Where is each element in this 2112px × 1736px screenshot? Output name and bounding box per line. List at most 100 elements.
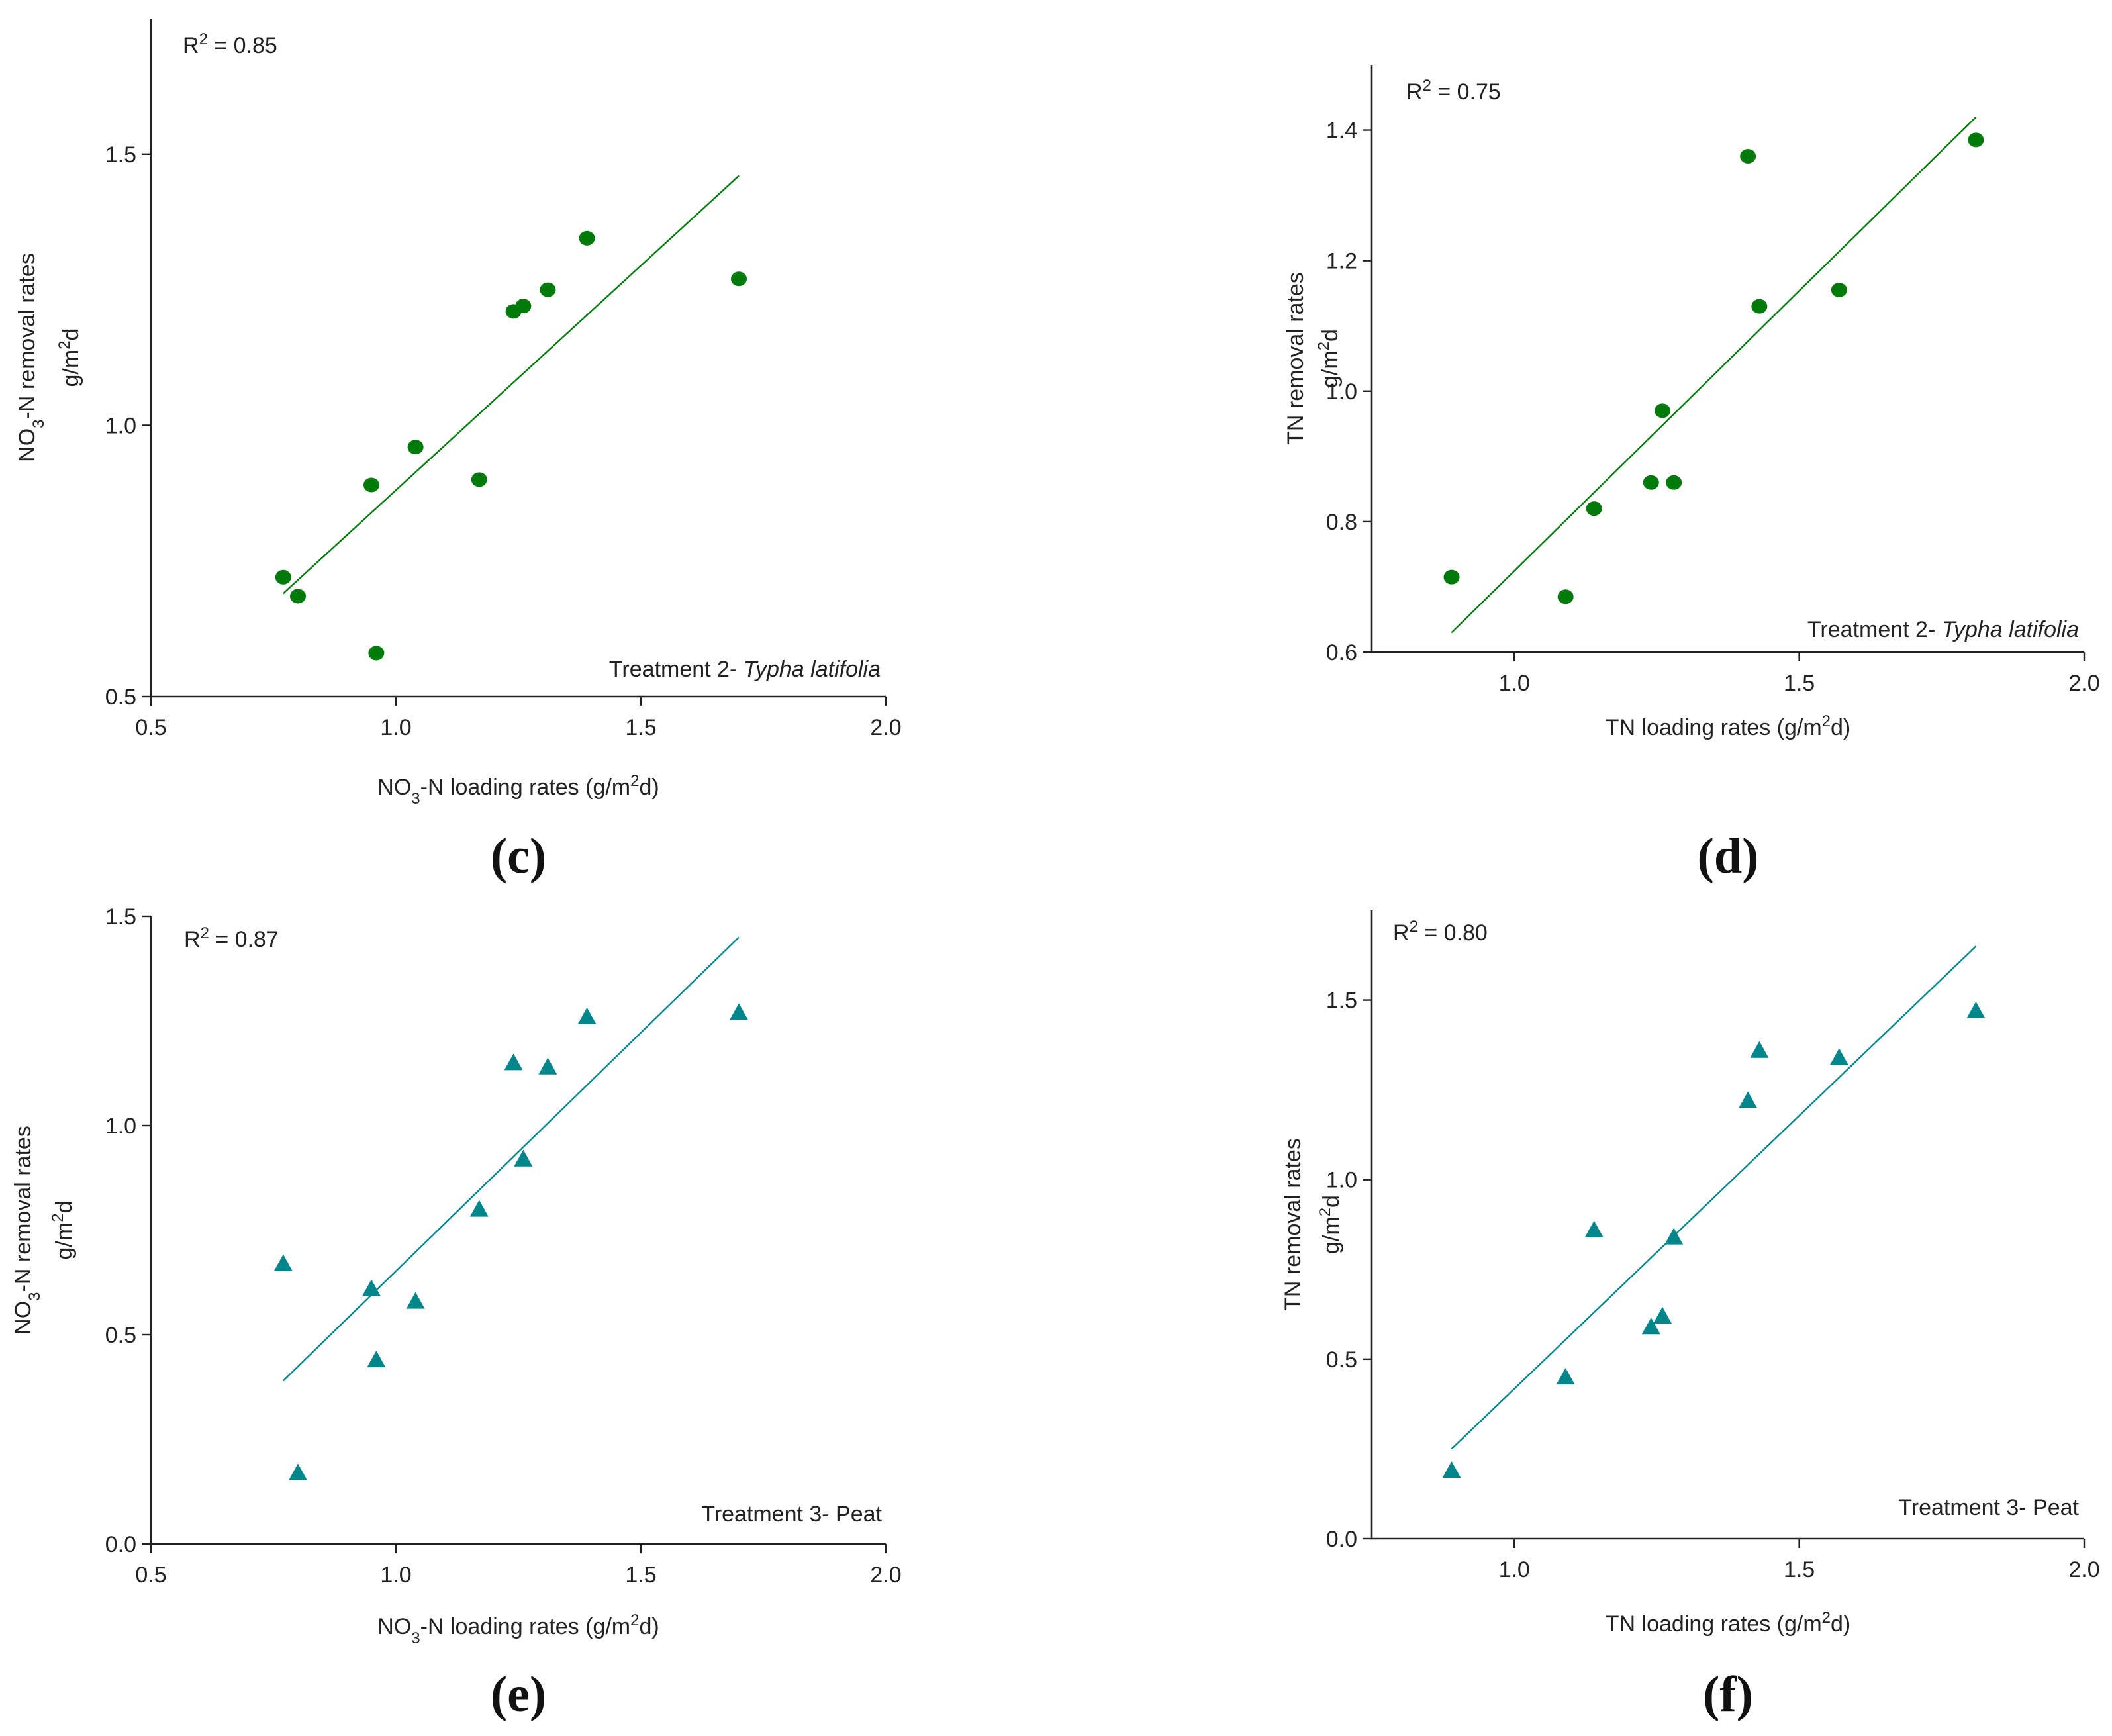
data-point [1829,1048,1848,1065]
panel-label: (c) [491,828,546,884]
data-point [1739,1091,1758,1108]
x-tick-label: 2.0 [2068,671,2099,696]
data-point [471,472,487,487]
y-axis-unit: g/m2d [1315,329,1343,388]
x-axis-title: NO3-N loading rates (g/m2d) [377,1612,659,1647]
data-point [1641,1318,1660,1335]
regression-line [1451,116,1977,634]
data-point [540,282,556,297]
chart-panel-c: 0.5 1.0 1.5 2.0 0.5 1.0 1.5 R2 = 0.85 Treatment … [15,19,902,884]
y-tick-label: 1.0 [1326,1168,1357,1193]
y-tick-label: 1.0 [105,413,136,438]
x-tick-label: 1.0 [380,1563,411,1588]
x-tick-label: 1.5 [625,715,656,740]
axis-frame [1370,65,2084,653]
data-point [514,1149,533,1167]
data-point [731,271,747,287]
panel-label: (e) [491,1666,546,1722]
chart-panel-d: 1.0 1.5 2.0 0.6 0.8 1.0 1.2 1.4 R2 = 0.75 Treatme… [1283,65,2100,884]
data-point [515,299,532,314]
data-point [368,646,385,661]
y-tick-label: 1.4 [1326,119,1357,144]
data-point [1751,299,1768,314]
treatment-label: Treatment 2- Typha latifolia [1807,617,2079,642]
data-point [538,1057,557,1075]
data-point [1586,501,1602,516]
regression-line [282,936,740,1382]
regression-line [282,175,740,595]
r-squared-label: R2 = 0.75 [1406,77,1501,105]
treatment-label: Treatment 3- Peat [701,1502,882,1527]
y-tick-label: 1.5 [105,904,136,930]
y-axis-unit: g/m2d [49,1201,77,1260]
data-point [1966,1001,1986,1019]
y-axis-unit: g/m2d [56,328,84,387]
y-tick-label: 1.2 [1326,249,1357,274]
data-point [1557,589,1574,604]
axis-frame [150,19,886,698]
data-point [407,440,424,455]
data-point [1750,1041,1769,1058]
panel-label: (f) [1703,1666,1753,1722]
y-tick-label: 0.5 [1326,1347,1357,1373]
data-point [406,1292,425,1309]
x-tick-label: 0.5 [135,1563,166,1588]
data-point [1664,1228,1684,1245]
data-point [273,1254,293,1271]
treatment-label: Treatment 3- Peat [1898,1495,2079,1520]
y-tick-label: 1.5 [105,142,136,168]
chart-panel-f: 1.0 1.5 2.0 0.0 0.5 1.0 1.5 R2 = 0.80 Treatment … [1280,910,2100,1722]
x-tick-label: 0.5 [135,715,166,740]
data-point [1556,1367,1575,1385]
data-point [1443,569,1460,585]
x-tick-label: 1.0 [1499,1557,1530,1582]
x-tick-label: 1.5 [1784,1557,1815,1582]
x-tick-label: 1.5 [1784,671,1815,696]
data-point [579,230,595,246]
data-point [1831,283,1847,298]
data-point [504,1053,523,1071]
data-point [1584,1220,1604,1237]
y-axis-title: TN removal rates [1280,1138,1306,1311]
treatment-label: Treatment 2- Typha latifolia [609,657,881,682]
y-tick-label: 1.5 [1326,989,1357,1014]
x-axis-title: NO3-N loading rates (g/m2d) [377,772,659,808]
x-tick-label: 2.0 [870,1563,901,1588]
data-point [1653,1306,1672,1324]
data-point [1655,403,1671,418]
x-tick-label: 1.0 [1499,671,1530,696]
y-tick-label: 1.0 [1326,379,1357,405]
data-point [275,569,291,585]
panel-label: (d) [1698,828,1759,884]
r-squared-label: R2 = 0.85 [183,30,277,59]
axis-frame [150,916,886,1545]
data-point [730,1003,748,1020]
y-tick-label: 0.5 [105,685,136,710]
y-tick-label: 1.0 [105,1114,136,1139]
y-tick-label: 0.0 [105,1532,136,1557]
data-point [367,1350,386,1368]
y-tick-label: 0.8 [1326,510,1357,535]
data-point [469,1200,489,1217]
x-axis-title: TN loading rates (g/m2d) [1606,712,1851,741]
regression-line [1451,945,1977,1450]
x-tick-label: 2.0 [2068,1557,2099,1582]
x-tick-label: 1.0 [380,715,411,740]
y-axis-unit: g/m2d [1316,1195,1345,1254]
y-tick-label: 0.5 [105,1323,136,1348]
x-tick-label: 2.0 [870,715,901,740]
x-axis-title: TN loading rates (g/m2d) [1606,1609,1851,1637]
chart-panel-e: 0.5 1.0 1.5 2.0 0.0 0.5 1.0 1.5 R2 = 0.87 Treatme… [11,904,902,1722]
y-tick-label: 0.0 [1326,1527,1357,1552]
y-tick-label: 0.6 [1326,640,1357,665]
data-point [1666,475,1682,490]
data-point [290,589,306,604]
r-squared-label: R2 = 0.87 [184,924,279,953]
y-axis-title: NO3-N removal rates [11,1126,44,1335]
data-point [1740,148,1756,164]
y-axis-title: NO3-N removal rates [15,253,48,462]
r-squared-label: R2 = 0.80 [1393,918,1488,946]
data-point [289,1463,307,1480]
data-point [1968,132,1984,148]
